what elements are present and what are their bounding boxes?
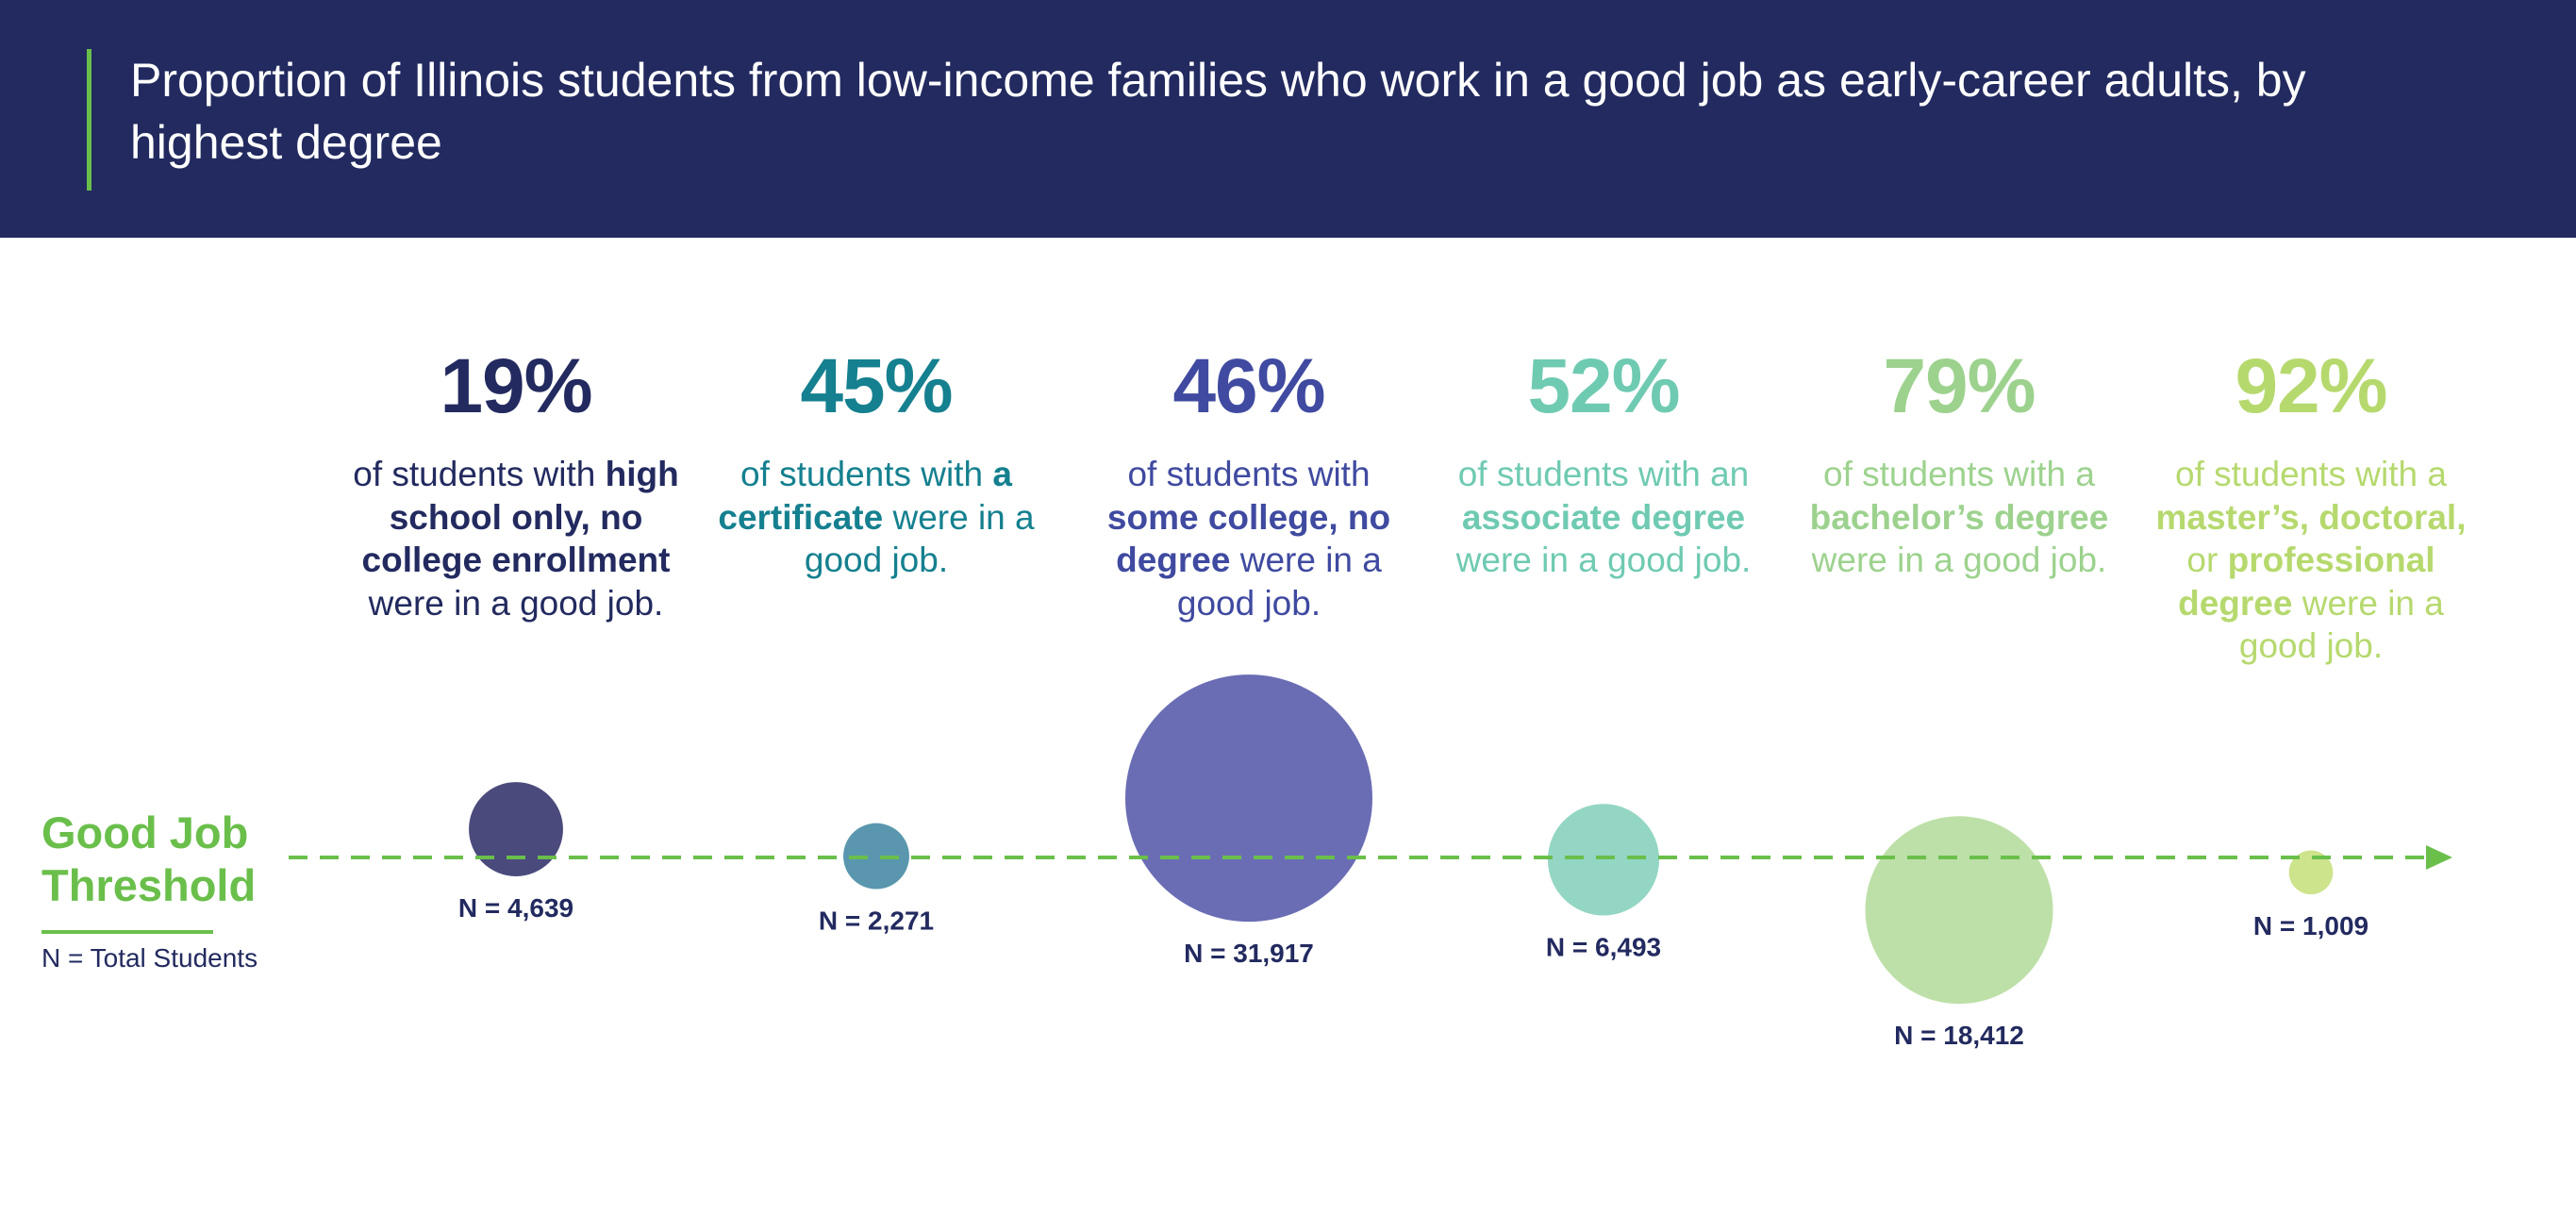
n-label-2: N = 31,917 xyxy=(1184,939,1314,968)
description-segment-2-0: of students with xyxy=(1127,455,1371,493)
n-label-4: N = 18,412 xyxy=(1894,1021,2024,1050)
percent-value-0: 19% xyxy=(440,343,592,429)
good-job-threshold-label: Good Job Threshold xyxy=(42,807,343,912)
bubble-3 xyxy=(1547,804,1660,916)
description-segment-2-2: were in a good job. xyxy=(1176,541,1382,623)
bubble-1 xyxy=(843,823,909,890)
percent-value-5: 92% xyxy=(2235,343,2387,429)
header-banner: Proportion of Illinois students from low… xyxy=(0,0,2576,238)
category-column-4: 79% of students with a bachelor’s degree … xyxy=(1789,340,2129,582)
bubble-5 xyxy=(2288,850,2334,895)
n-label-5: N = 1,009 xyxy=(2253,911,2368,940)
category-description-2: of students with some college, no degree… xyxy=(1079,453,1419,624)
category-column-5: 92% of students with a master’s, doctoral… xyxy=(2141,340,2481,668)
percent-value-2: 46% xyxy=(1172,343,1325,429)
category-description-0: of students with high school only, no co… xyxy=(346,453,686,624)
n-label-3: N = 6,493 xyxy=(1546,932,1661,961)
category-description-4: of students with a bachelor’s degree wer… xyxy=(1789,453,2129,582)
category-description-5: of students with a master’s, doctoral, o… xyxy=(2141,453,2481,668)
chart-title: Proportion of Illinois students from low… xyxy=(130,54,2306,169)
threshold-label-line-2: Threshold xyxy=(42,860,257,910)
description-segment-5-1: master’s, doctoral, xyxy=(2155,497,2467,537)
description-segment-3-0: of students with an xyxy=(1457,455,1750,493)
bubble-4 xyxy=(1865,816,2053,1005)
description-segment-5-3: professional degree xyxy=(2178,541,2435,623)
category-description-1: of students with a certificate were in a… xyxy=(706,453,1046,582)
bubble-0 xyxy=(469,782,563,876)
description-segment-1-0: of students with xyxy=(740,455,993,493)
description-segment-3-2: were in a good job. xyxy=(1455,541,1752,579)
percent-value-3: 52% xyxy=(1527,343,1680,429)
percent-value-1: 45% xyxy=(800,343,953,429)
header-accent-bar xyxy=(87,49,91,191)
category-column-1: 45% of students with a certificate were i… xyxy=(706,340,1046,582)
description-segment-4-2: were in a good job. xyxy=(1811,541,2107,579)
description-segment-0-0: of students with xyxy=(353,455,606,493)
description-segment-4-0: of students with a xyxy=(1823,455,2095,493)
description-segment-0-1: high school only, no college enrollment xyxy=(361,455,679,579)
bubble-2 xyxy=(1125,674,1372,923)
description-segment-2-1: some college, no degree xyxy=(1106,497,1391,580)
legend-underline xyxy=(42,930,213,934)
description-segment-3-1: associate degree xyxy=(1461,497,1746,537)
description-segment-0-2: were in a good job. xyxy=(368,583,664,623)
threshold-label-line-1: Good Job xyxy=(42,807,249,857)
threshold-arrow-head xyxy=(2426,845,2452,870)
description-segment-5-0: of students with a xyxy=(2175,455,2447,493)
percent-value-4: 79% xyxy=(1883,343,2036,429)
category-column-3: 52% of students with an associate degree … xyxy=(1434,340,1773,582)
description-segment-4-1: bachelor’s degree xyxy=(1809,497,2109,537)
description-segment-1-1: a certificate xyxy=(718,455,1012,537)
n-label-1: N = 2,271 xyxy=(819,907,934,936)
description-segment-5-2: or xyxy=(2186,541,2228,579)
n-label-0: N = 4,639 xyxy=(458,893,573,923)
description-segment-1-2: were in a good job. xyxy=(804,497,1035,580)
category-description-3: of students with an associate degree wer… xyxy=(1434,453,1773,582)
n-total-students-note: N = Total Students xyxy=(42,943,258,973)
description-segment-5-4: were in a good job. xyxy=(2238,583,2444,666)
category-column-0: 19% of students with high school only, no… xyxy=(346,340,686,624)
category-column-2: 46% of students with some college, no deg… xyxy=(1079,340,1419,624)
